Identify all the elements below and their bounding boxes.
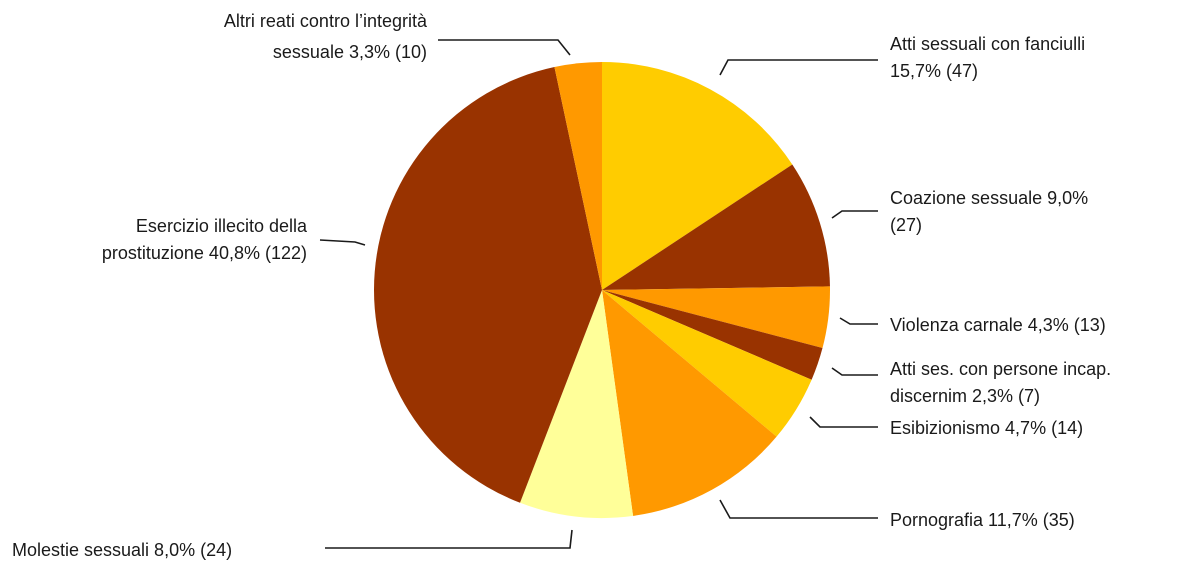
- pie-slice-9: [554, 62, 602, 290]
- slice-label-9-line-1: Altri reati contro l’integrità: [224, 11, 428, 31]
- slice-label-4-line-2: discernim 2,3% (7): [890, 386, 1040, 406]
- slice-label-2-line-2: (27): [890, 215, 922, 235]
- slice-label-1-line-2: 15,7% (47): [890, 61, 978, 81]
- slice-label-4-line-1: Atti ses. con persone incap.: [890, 359, 1111, 379]
- slice-label-1-line-1: Atti sessuali con fanciulli: [890, 34, 1085, 54]
- pie-slice-7: [520, 290, 634, 519]
- slice-label-8-line-2: prostituzione 40,8% (122): [102, 243, 307, 263]
- pie-slice-6: [602, 290, 777, 516]
- leader-line-4: [831, 367, 878, 376]
- leader-line-2: [831, 210, 878, 219]
- slice-label-2-line-1: Coazione sessuale 9,0%: [890, 188, 1088, 208]
- pie-slice-8: [373, 67, 602, 503]
- slice-label-8-line-1: Esercizio illecito della: [136, 216, 308, 236]
- slice-label-5-line-1: Esibizionismo 4,7% (14): [890, 418, 1083, 438]
- leader-line-7: [325, 529, 573, 549]
- slice-label-7-line-1: Molestie sessuali 8,0% (24): [12, 540, 232, 560]
- leader-line-6: [719, 499, 878, 519]
- leader-line-8: [319, 239, 366, 246]
- pie-slice-5: [602, 290, 812, 437]
- slice-label-9-line-2: sessuale 3,3% (10): [273, 42, 427, 62]
- pie-slice-4: [602, 290, 823, 380]
- leader-line-1: [719, 59, 878, 76]
- slice-label-6-line-1: Pornografia 11,7% (35): [890, 510, 1075, 530]
- leader-line-5: [809, 416, 878, 428]
- pie-slices: [373, 62, 830, 519]
- pie-slice-3: [602, 286, 830, 349]
- pie-slice-2: [602, 164, 830, 290]
- slice-labels: Atti sessuali con fanciulli 15,7% (47) Coa…: [12, 11, 1111, 560]
- leader-line-3: [839, 317, 878, 325]
- slice-label-3-line-1: Violenza carnale 4,3% (13): [890, 315, 1106, 335]
- pie-slice-1: [602, 62, 793, 290]
- leader-line-9: [438, 39, 571, 56]
